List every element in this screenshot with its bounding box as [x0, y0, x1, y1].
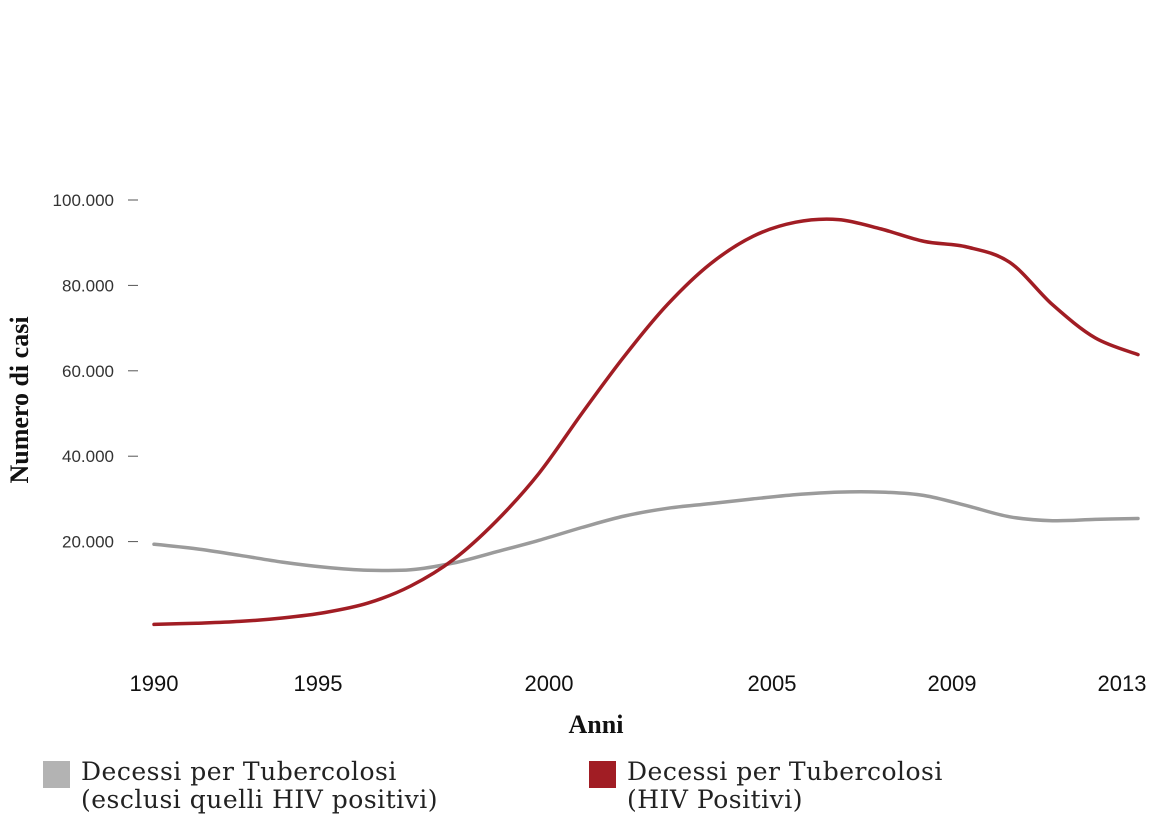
x-tick-label: 1995 [294, 671, 343, 696]
x-tick-label: 2000 [525, 671, 574, 696]
legend-swatch-red [589, 761, 616, 788]
legend-label: Decessi per Tubercolosi (HIV Positivi) [627, 758, 943, 814]
legend-label-line-1: Decessi per Tubercolosi [81, 757, 397, 786]
legend-label-line-2: (HIV Positivi) [627, 785, 804, 814]
y-tick-label: 80.000 [62, 276, 114, 295]
legend-item-hiv-negative: Decessi per Tubercolosi (esclusi quelli … [43, 758, 438, 814]
legend-swatch-grey [43, 761, 70, 788]
x-tick-label: 1990 [130, 671, 179, 696]
x-axis: 1990 1995 2000 2005 2009 2013 [130, 671, 1147, 696]
series-line-hiv-positive [152, 217, 1140, 627]
y-axis-title: Numero di casi [5, 316, 34, 483]
y-tick-label: 60.000 [62, 362, 114, 381]
plot-area [152, 217, 1140, 627]
legend-label-line-1: Decessi per Tubercolosi [627, 757, 943, 786]
y-tick-label: 100.000 [53, 191, 114, 210]
legend-label: Decessi per Tubercolosi (esclusi quelli … [81, 758, 438, 814]
series-line-hiv-negative [152, 489, 1140, 573]
legend-label-line-2: (esclusi quelli HIV positivi) [81, 785, 439, 814]
x-tick-label: 2009 [928, 671, 977, 696]
y-tick-label: 40.000 [62, 447, 114, 466]
y-tick-label: 20.000 [62, 533, 114, 552]
y-axis: 20.000 40.000 60.000 80.000 100.000 [53, 191, 138, 552]
x-tick-label: 2013 [1098, 671, 1147, 696]
x-axis-title: Anni [569, 710, 624, 739]
legend-item-hiv-positive: Decessi per Tubercolosi (HIV Positivi) [589, 758, 943, 814]
x-tick-label: 2005 [748, 671, 797, 696]
